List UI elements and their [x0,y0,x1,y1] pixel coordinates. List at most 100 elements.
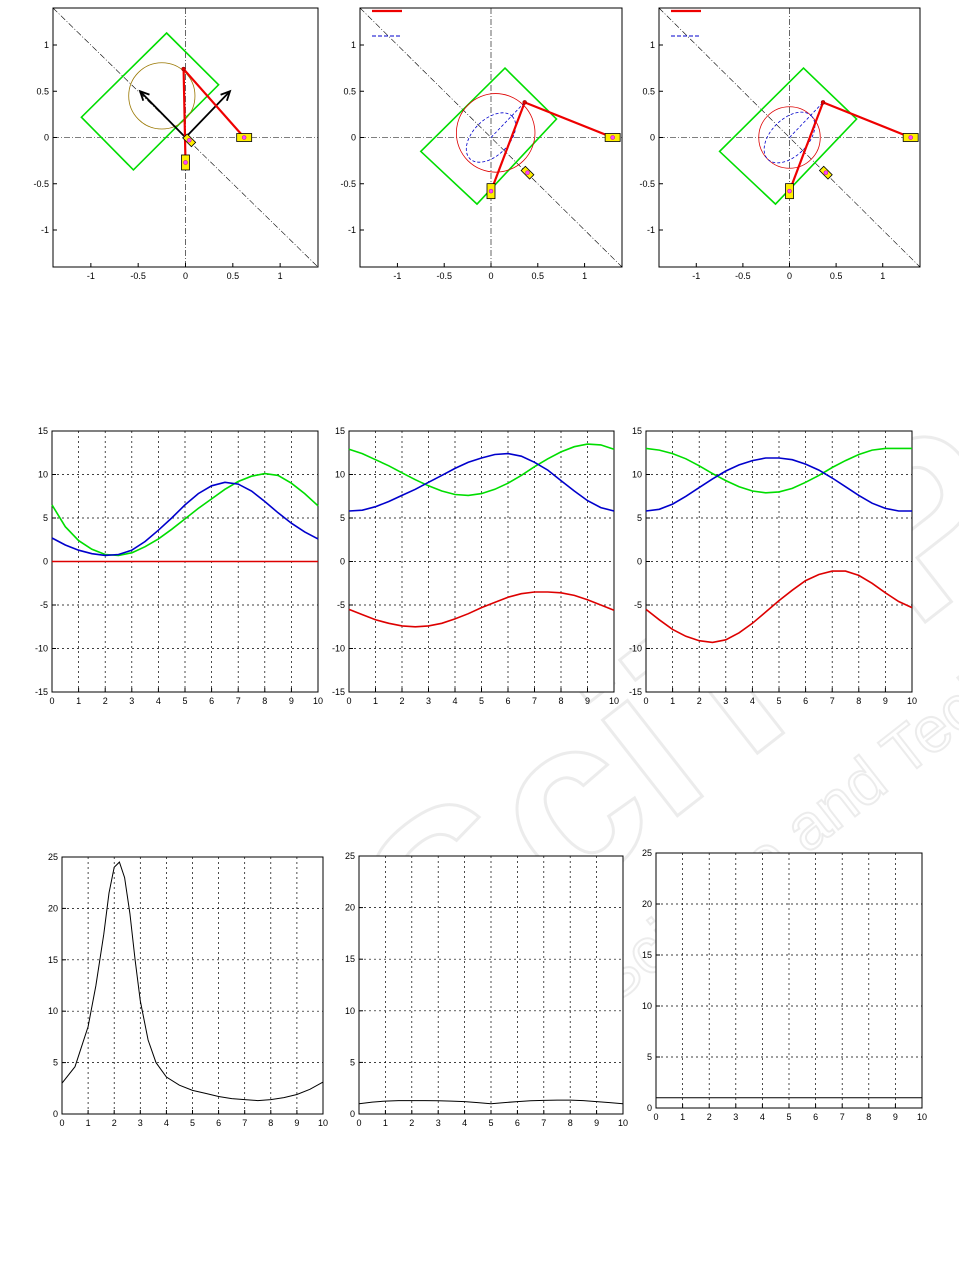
x-tick-label: 1 [76,696,81,706]
x-tick-label: 3 [426,696,431,706]
chart-mech1: -1 -0.5 0 0.5 1 -1 -0.5 0 0.5 1 [33,7,319,281]
y-tick-label: 15 [335,426,345,436]
series-line-1 [645,457,912,512]
x-tick-label: 1 [880,271,885,281]
y-tick-label: 15 [632,426,642,436]
x-tick-label: 4 [750,696,755,706]
x-tick-label: 7 [532,696,537,706]
x-tick-label: 0.5 [532,271,545,281]
x-tick-label: 2 [399,696,404,706]
x-tick-label: 5 [776,696,781,706]
y-tick-label: -0.5 [33,179,49,189]
diagonal-guide [52,7,319,268]
y-tick-label: 1 [650,40,655,50]
series-line-2 [645,570,913,644]
y-tick-label: 0 [43,557,48,567]
y-tick-label: 0 [340,557,345,567]
y-tick-label: 0 [647,1103,652,1113]
x-tick-label: 1 [383,1118,388,1128]
x-tick-label: 8 [268,1118,273,1128]
slider-pin [787,188,792,194]
y-tick-label: 15 [345,954,355,964]
x-tick-label: 9 [883,696,888,706]
y-tick-label: 0.5 [642,86,655,96]
slider-pin [241,135,247,140]
y-tick-label: 0 [44,133,49,143]
x-tick-label: 4 [164,1118,169,1128]
x-tick-label: 2 [707,1112,712,1122]
x-tick-label: 5 [182,696,187,706]
x-tick-label: -0.5 [735,271,751,281]
x-tick-label: 8 [262,696,267,706]
x-tick-label: 1 [278,271,283,281]
joint-dot [820,100,826,105]
y-tick-label: 20 [642,899,652,909]
x-tick-label: 5 [786,1112,791,1122]
x-tick-label: 10 [313,696,323,706]
y-tick-label: 15 [48,955,58,965]
x-tick-label: 6 [803,696,808,706]
x-tick-label: 0 [787,271,792,281]
slider-pin [525,170,530,175]
x-tick-label: 7 [541,1118,546,1128]
y-tick-label: -1 [41,225,49,235]
x-tick-label: 10 [609,696,619,706]
robot-link-1 [524,101,614,139]
y-tick-label: -5 [337,600,345,610]
arrow-head-1 [220,89,232,102]
dashed-link [789,102,824,138]
x-tick-label: 8 [568,1118,573,1128]
x-tick-label: 9 [594,1118,599,1128]
x-tick-label: 2 [409,1118,414,1128]
x-tick-label: 9 [585,696,590,706]
x-tick-label: 7 [242,1118,247,1128]
x-tick-label: 6 [216,1118,221,1128]
x-tick-label: 3 [723,696,728,706]
x-tick-label: 6 [505,696,510,706]
x-tick-label: 1 [680,1112,685,1122]
x-tick-label: 4 [760,1112,765,1122]
x-tick-label: -1 [393,271,401,281]
dashed-link [490,102,525,138]
x-tick-label: 2 [112,1118,117,1128]
series-line-1 [348,452,615,512]
x-tick-label: 5 [488,1118,493,1128]
y-tick-label: 0 [53,1109,58,1119]
robot-link-0 [182,69,187,163]
y-tick-label: -5 [634,600,642,610]
chart-mech3: -1 -0.5 0 0.5 1 -1 -0.5 0 0.5 1 [639,7,921,281]
y-tick-label: -10 [35,644,48,654]
x-tick-label: 9 [289,696,294,706]
x-tick-label: 4 [452,696,457,706]
x-tick-label: 8 [856,696,861,706]
y-tick-label: -1 [647,225,655,235]
x-tick-label: 0 [183,271,188,281]
x-tick-label: -1 [692,271,700,281]
chart-cond1: 0 1 2 3 4 5 6 7 8 9 10 0 5 10 15 20 25 [48,852,328,1128]
y-tick-label: 10 [345,1006,355,1016]
series-line-0 [645,447,912,494]
x-tick-label: 8 [558,696,563,706]
series-line-0 [348,443,615,497]
chart-angles1: 0 1 2 3 4 5 6 7 8 9 10 -15 -10 -5 0 5 10 15 [35,426,323,706]
y-tick-label: -0.5 [639,179,655,189]
y-tick-label: 25 [642,848,652,858]
x-tick-label: 10 [618,1118,628,1128]
x-tick-label: 0 [356,1118,361,1128]
x-tick-label: 7 [830,696,835,706]
slider-pin [610,135,615,140]
series-line-0 [51,472,319,557]
y-tick-label: -1 [348,225,356,235]
y-tick-label: 25 [345,851,355,861]
x-tick-label: 8 [866,1112,871,1122]
y-tick-label: 5 [53,1058,58,1068]
arrow-head-0 [138,89,150,102]
y-tick-label: -15 [35,687,48,697]
y-tick-label: 0 [350,1109,355,1119]
ellipse-circle [455,93,536,173]
x-tick-label: 9 [893,1112,898,1122]
y-tick-label: 0 [351,133,356,143]
x-tick-label: 10 [917,1112,927,1122]
x-tick-label: 4 [156,696,161,706]
y-tick-label: 5 [637,513,642,523]
